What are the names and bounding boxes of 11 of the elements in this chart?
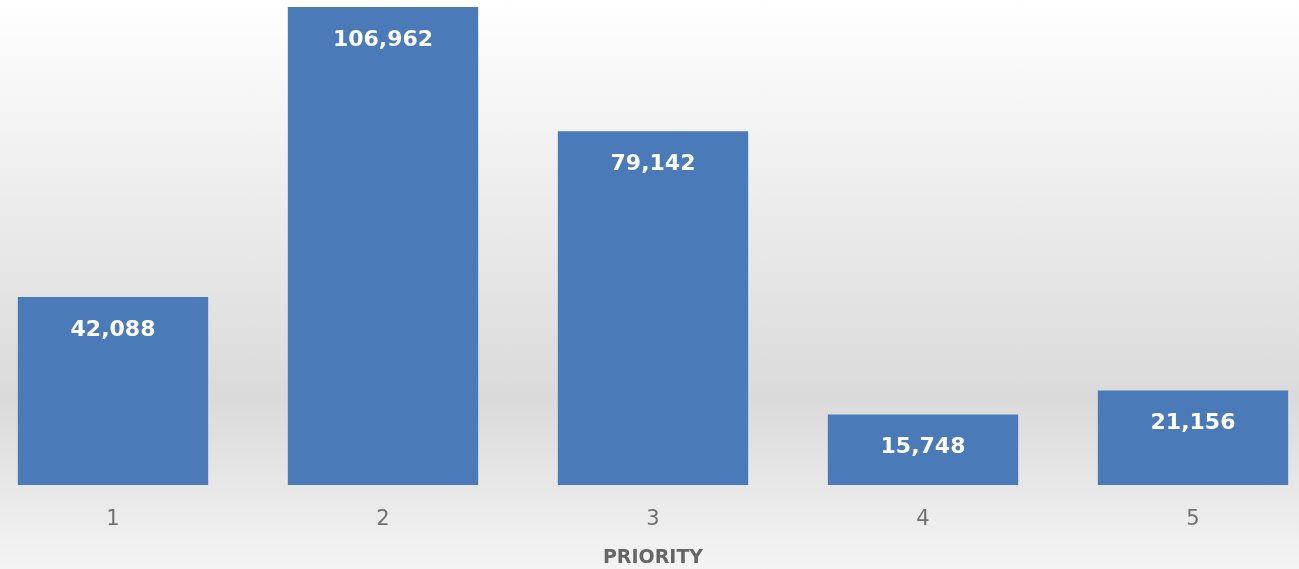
data-label: 42,088 xyxy=(70,315,156,341)
x-axis-title: PRIORITY xyxy=(602,544,704,567)
x-tick-label: 3 xyxy=(646,506,660,531)
x-tick-label: 4 xyxy=(916,506,930,531)
data-label: 79,142 xyxy=(610,150,696,176)
x-tick-label: 1 xyxy=(106,506,120,531)
x-tick-label: 2 xyxy=(376,506,390,531)
x-tick-label: 5 xyxy=(1186,506,1200,531)
data-label: 15,748 xyxy=(880,433,966,459)
data-label: 21,156 xyxy=(1150,409,1236,435)
data-label: 106,962 xyxy=(332,25,434,51)
